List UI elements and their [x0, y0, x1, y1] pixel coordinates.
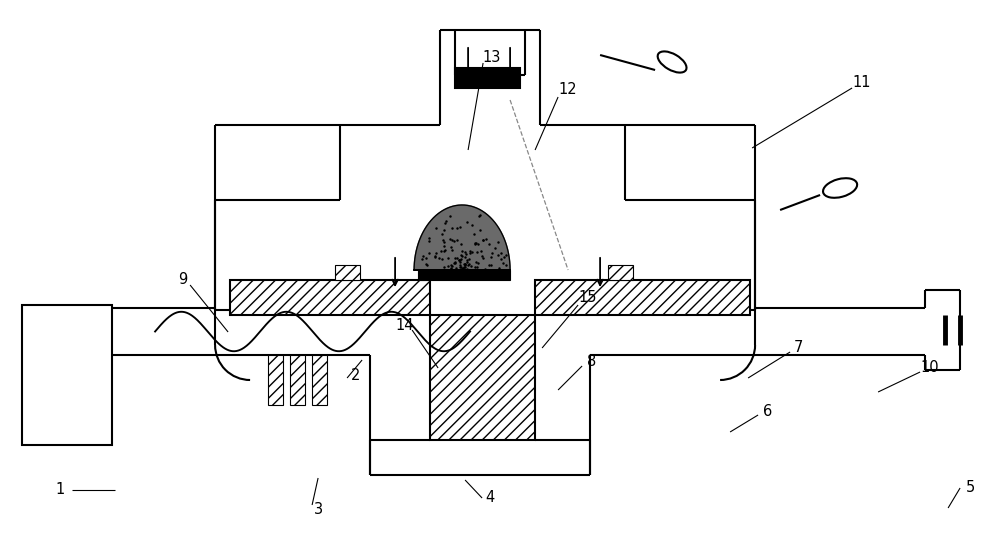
Text: 4: 4 — [485, 491, 495, 506]
Bar — [230, 280, 430, 315]
Text: 13: 13 — [483, 50, 501, 65]
Bar — [22, 305, 112, 445]
Bar — [268, 355, 283, 405]
Text: 1: 1 — [55, 482, 65, 497]
Text: 8: 8 — [587, 354, 597, 369]
Bar — [535, 280, 750, 315]
Text: 3: 3 — [314, 502, 323, 517]
Text: 5: 5 — [965, 481, 975, 496]
Text: 10: 10 — [921, 360, 939, 375]
Bar — [430, 315, 535, 440]
Text: 6: 6 — [763, 404, 773, 419]
Bar — [455, 68, 520, 88]
Text: 2: 2 — [350, 368, 360, 383]
Text: 9: 9 — [178, 272, 188, 287]
Bar — [335, 265, 360, 280]
Text: 7: 7 — [793, 340, 803, 355]
Bar — [290, 355, 305, 405]
Ellipse shape — [823, 178, 857, 198]
Ellipse shape — [658, 51, 687, 72]
Text: 11: 11 — [853, 75, 871, 90]
Bar — [312, 355, 327, 405]
Bar — [418, 270, 510, 280]
Text: 14: 14 — [396, 317, 414, 333]
Polygon shape — [414, 205, 510, 270]
Text: 15: 15 — [579, 291, 597, 305]
Bar — [608, 265, 633, 280]
Text: 12: 12 — [559, 82, 577, 97]
